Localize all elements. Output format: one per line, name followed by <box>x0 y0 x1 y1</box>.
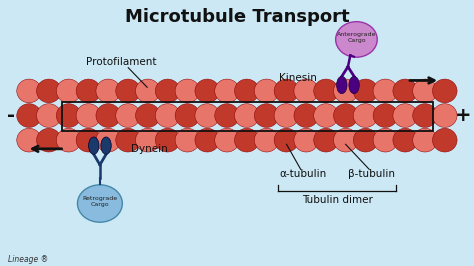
Ellipse shape <box>336 22 377 57</box>
Ellipse shape <box>393 128 418 152</box>
Text: α-tubulin: α-tubulin <box>280 169 327 179</box>
Ellipse shape <box>334 79 358 103</box>
Ellipse shape <box>56 104 81 127</box>
Ellipse shape <box>373 104 398 127</box>
Ellipse shape <box>136 128 160 152</box>
Ellipse shape <box>36 79 61 103</box>
Ellipse shape <box>89 137 99 154</box>
Text: Dynein: Dynein <box>131 144 168 154</box>
Ellipse shape <box>432 104 457 127</box>
Ellipse shape <box>432 128 457 152</box>
Ellipse shape <box>96 128 120 152</box>
Text: Microtubule Transport: Microtubule Transport <box>125 8 349 26</box>
Text: Tubulin dimer: Tubulin dimer <box>302 195 373 205</box>
Ellipse shape <box>175 79 200 103</box>
Text: β-tubulin: β-tubulin <box>348 169 395 179</box>
Ellipse shape <box>255 128 279 152</box>
Ellipse shape <box>235 128 259 152</box>
Ellipse shape <box>255 79 279 103</box>
Ellipse shape <box>76 128 100 152</box>
Ellipse shape <box>215 79 239 103</box>
Ellipse shape <box>215 104 239 127</box>
Bar <box>62 102 433 131</box>
Ellipse shape <box>337 76 347 94</box>
Ellipse shape <box>353 104 378 127</box>
Ellipse shape <box>235 104 259 127</box>
Ellipse shape <box>195 128 219 152</box>
Ellipse shape <box>155 128 180 152</box>
Ellipse shape <box>76 79 100 103</box>
Ellipse shape <box>274 79 299 103</box>
Ellipse shape <box>274 128 299 152</box>
Ellipse shape <box>349 76 359 94</box>
Ellipse shape <box>215 128 239 152</box>
Text: +: + <box>455 106 471 125</box>
Ellipse shape <box>155 104 180 127</box>
Ellipse shape <box>36 128 61 152</box>
Ellipse shape <box>136 79 160 103</box>
Ellipse shape <box>175 128 200 152</box>
Ellipse shape <box>175 104 200 127</box>
Ellipse shape <box>353 79 378 103</box>
Ellipse shape <box>413 79 438 103</box>
Ellipse shape <box>17 79 41 103</box>
Text: Anterograde
Cargo: Anterograde Cargo <box>337 32 376 43</box>
Ellipse shape <box>314 128 338 152</box>
Ellipse shape <box>116 104 140 127</box>
Ellipse shape <box>314 79 338 103</box>
Text: Protofilament: Protofilament <box>86 57 156 67</box>
Ellipse shape <box>432 79 457 103</box>
Ellipse shape <box>373 79 398 103</box>
Ellipse shape <box>353 128 378 152</box>
Ellipse shape <box>413 128 438 152</box>
Text: Retrograde
Cargo: Retrograde Cargo <box>82 196 118 207</box>
Text: Lineage ®: Lineage ® <box>8 255 48 264</box>
Ellipse shape <box>101 137 111 154</box>
Ellipse shape <box>116 79 140 103</box>
Ellipse shape <box>255 104 279 127</box>
Ellipse shape <box>294 128 319 152</box>
Ellipse shape <box>314 104 338 127</box>
Ellipse shape <box>77 185 122 222</box>
Ellipse shape <box>195 104 219 127</box>
Ellipse shape <box>17 128 41 152</box>
Ellipse shape <box>56 128 81 152</box>
Ellipse shape <box>235 79 259 103</box>
Ellipse shape <box>274 104 299 127</box>
Ellipse shape <box>373 128 398 152</box>
Ellipse shape <box>334 104 358 127</box>
Text: -: - <box>7 106 15 125</box>
Ellipse shape <box>56 79 81 103</box>
Ellipse shape <box>294 104 319 127</box>
Ellipse shape <box>136 104 160 127</box>
Ellipse shape <box>195 79 219 103</box>
Text: Kinesin: Kinesin <box>279 73 317 83</box>
Ellipse shape <box>96 104 120 127</box>
Ellipse shape <box>413 104 438 127</box>
Ellipse shape <box>294 79 319 103</box>
Ellipse shape <box>393 79 418 103</box>
Ellipse shape <box>155 79 180 103</box>
Ellipse shape <box>334 128 358 152</box>
Ellipse shape <box>17 104 41 127</box>
Ellipse shape <box>116 128 140 152</box>
Ellipse shape <box>393 104 418 127</box>
Ellipse shape <box>96 79 120 103</box>
Ellipse shape <box>76 104 100 127</box>
Ellipse shape <box>36 104 61 127</box>
